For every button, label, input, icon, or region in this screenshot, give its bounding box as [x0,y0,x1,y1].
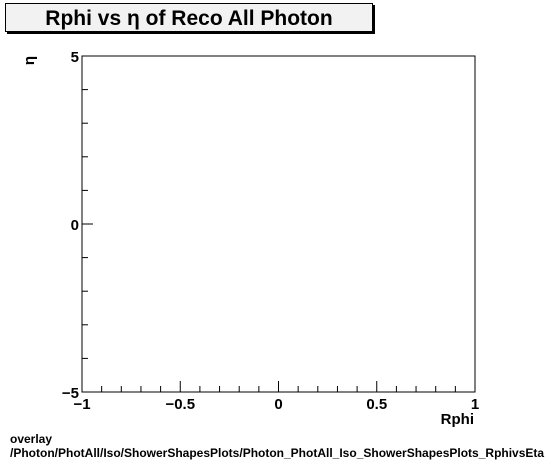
x-tick-label: −0.5 [165,396,195,413]
footer-label: overlay [10,432,53,446]
plot-frame [81,55,476,393]
footer-path: /Photon/PhotAll/Iso/ShowerShapesPlots/Ph… [10,446,545,460]
y-axis-ticks [82,55,93,393]
x-axis-ticks [81,381,476,392]
x-tick-label: 0 [274,396,282,413]
y-tick-label: 5 [71,49,79,66]
x-tick-label: 0.5 [366,396,387,413]
chart-title: Rphi vs η of Reco All Photon [45,7,333,30]
y-tick-label: −5 [62,385,79,402]
y-axis-title: η [21,56,38,65]
y-axis-tick-labels: 5 0 −5 [62,49,79,402]
x-tick-label: −1 [73,396,90,413]
y-tick-label: 0 [71,217,79,234]
x-tick-label: 1 [471,396,479,413]
chart-title-box: Rphi vs η of Reco All Photon [5,3,373,32]
x-axis-title: Rphi [441,411,474,428]
x-axis-tick-labels: −1 −0.5 0 0.5 1 [73,396,479,413]
